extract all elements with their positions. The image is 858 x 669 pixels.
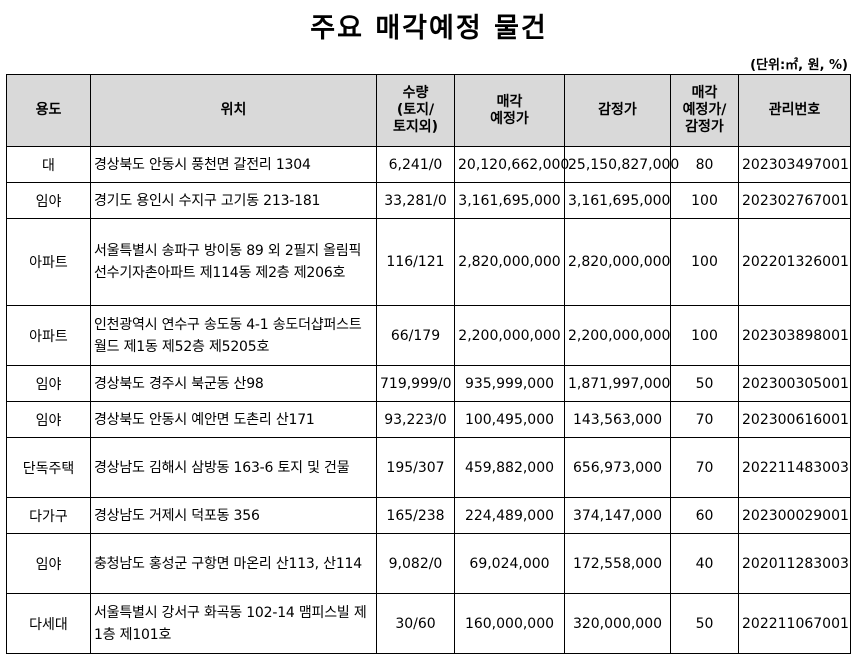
cell-use: 다가구 [6, 497, 91, 534]
cell-use: 아파트 [6, 305, 91, 366]
table-row: 아파트 인천광역시 연수구 송도동 4-1 송도더샵퍼스트월드 제1동 제52층… [6, 305, 851, 366]
header-ratio-line2: 예정가/ [682, 102, 727, 118]
cell-qty: 6,241/0 [376, 146, 455, 183]
table-row: 아파트 서울특별시 송파구 방이동 89 외 2필지 올림픽선수기자촌아파트 제… [6, 218, 851, 306]
cell-location: 경기도 용인시 수지구 고기동 213-181 [90, 182, 377, 219]
header-row: 용도 위치 수량 (토지/ 토지외) 매각 예정가 감정가 매각 예정가/ 감정… [6, 74, 851, 147]
cell-location: 서울특별시 송파구 방이동 89 외 2필지 올림픽선수기자촌아파트 제114동… [90, 218, 377, 306]
header-id: 관리번호 [738, 74, 851, 147]
cell-sale: 20,120,662,000 [454, 146, 569, 183]
cell-id: 202211067001 [738, 593, 851, 654]
cell-sale: 224,489,000 [454, 497, 565, 534]
cell-id: 202300305001 [738, 365, 851, 402]
header-location: 위치 [90, 74, 377, 147]
header-ratio-line1: 매각 [691, 85, 718, 101]
header-ratio-line3: 감정가 [685, 119, 724, 135]
cell-id: 202300029001 [738, 497, 851, 534]
cell-location: 경상북도 안동시 풍천면 갈전리 1304 [90, 146, 377, 183]
cell-id: 202201326001 [738, 218, 851, 306]
table-row: 대 경상북도 안동시 풍천면 갈전리 1304 6,241/0 20,120,6… [6, 146, 851, 183]
cell-use: 단독주택 [6, 437, 91, 498]
header-qty-line2: (토지/ [396, 102, 435, 118]
header-appraisal: 감정가 [564, 74, 671, 147]
cell-id: 202011283003 [738, 533, 851, 594]
cell-ratio: 70 [670, 401, 739, 438]
cell-use: 임야 [6, 182, 91, 219]
cell-ratio: 80 [670, 146, 739, 183]
cell-ratio: 70 [670, 437, 739, 498]
header-sale: 매각 예정가 [454, 74, 565, 147]
cell-sale: 935,999,000 [454, 365, 565, 402]
cell-appraisal: 172,558,000 [564, 533, 671, 594]
cell-ratio: 100 [670, 305, 739, 366]
cell-id: 202303497001 [738, 146, 851, 183]
cell-appraisal: 374,147,000 [564, 497, 671, 534]
table-row: 다세대 서울특별시 강서구 화곡동 102-14 맴피스빌 제1층 제101호 … [6, 593, 851, 654]
table-row: 다가구 경상남도 거제시 덕포동 356 165/238 224,489,000… [6, 497, 851, 534]
cell-ratio: 100 [670, 182, 739, 219]
cell-id: 202303898001 [738, 305, 851, 366]
cell-ratio: 40 [670, 533, 739, 594]
header-qty-line1: 수량 [402, 85, 429, 101]
cell-qty: 165/238 [376, 497, 455, 534]
cell-qty: 116/121 [376, 218, 455, 306]
cell-id: 202211483003 [738, 437, 851, 498]
cell-sale: 69,024,000 [454, 533, 565, 594]
cell-ratio: 60 [670, 497, 739, 534]
unit-note: (단위:㎡, 원, %) [750, 58, 848, 73]
cell-sale: 100,495,000 [454, 401, 565, 438]
property-table: 용도 위치 수량 (토지/ 토지외) 매각 예정가 감정가 매각 예정가/ 감정… [6, 74, 851, 654]
cell-id: 202300616001 [738, 401, 851, 438]
cell-location: 경상남도 거제시 덕포동 356 [90, 497, 377, 534]
cell-use: 임야 [6, 365, 91, 402]
cell-location: 경상북도 경주시 북군동 산98 [90, 365, 377, 402]
cell-use: 임야 [6, 401, 91, 438]
table-row: 임야 충청남도 홍성군 구항면 마온리 산113, 산114 9,082/0 6… [6, 533, 851, 594]
table-row: 임야 경상북도 안동시 예안면 도촌리 산171 93,223/0 100,49… [6, 401, 851, 438]
cell-qty: 93,223/0 [376, 401, 455, 438]
table-row: 임야 경상북도 경주시 북군동 산98 719,999/0 935,999,00… [6, 365, 851, 402]
cell-id: 202302767001 [738, 182, 851, 219]
page-title: 주요 매각예정 물건 [310, 13, 548, 44]
cell-sale: 3,161,695,000 [454, 182, 565, 219]
cell-use: 아파트 [6, 218, 91, 306]
cell-qty: 30/60 [376, 593, 455, 654]
table-row: 단독주택 경상남도 김해시 삼방동 163-6 토지 및 건물 195/307 … [6, 437, 851, 498]
cell-location: 경상남도 김해시 삼방동 163-6 토지 및 건물 [90, 437, 377, 498]
cell-ratio: 50 [670, 365, 739, 402]
cell-qty: 33,281/0 [376, 182, 455, 219]
cell-qty: 66/179 [376, 305, 455, 366]
cell-use: 임야 [6, 533, 91, 594]
cell-location: 서울특별시 강서구 화곡동 102-14 맴피스빌 제1층 제101호 [90, 593, 377, 654]
cell-sale: 2,820,000,000 [454, 218, 565, 306]
cell-appraisal: 656,973,000 [564, 437, 671, 498]
cell-location: 인천광역시 연수구 송도동 4-1 송도더샵퍼스트월드 제1동 제52층 제52… [90, 305, 377, 366]
cell-use: 대 [6, 146, 91, 183]
header-sale-line1: 매각 [496, 93, 523, 110]
header-qty: 수량 (토지/ 토지외) [376, 74, 455, 147]
header-ratio: 매각 예정가/ 감정가 [670, 74, 739, 147]
cell-use: 다세대 [6, 593, 91, 654]
cell-appraisal: 143,563,000 [564, 401, 671, 438]
cell-sale: 2,200,000,000 [454, 305, 565, 366]
cell-ratio: 100 [670, 218, 739, 306]
header-sale-line2: 예정가 [490, 110, 529, 127]
cell-appraisal: 320,000,000 [564, 593, 671, 654]
cell-appraisal: 3,161,695,000 [564, 182, 671, 219]
header-qty-line3: 토지외) [392, 119, 439, 135]
cell-appraisal: 2,200,000,000 [564, 305, 671, 366]
table-row: 임야 경기도 용인시 수지구 고기동 213-181 33,281/0 3,16… [6, 182, 851, 219]
cell-location: 충청남도 홍성군 구항면 마온리 산113, 산114 [90, 533, 377, 594]
cell-qty: 719,999/0 [376, 365, 455, 402]
cell-sale: 160,000,000 [454, 593, 565, 654]
cell-qty: 195/307 [376, 437, 455, 498]
cell-appraisal: 25,150,827,000 [564, 146, 679, 183]
cell-appraisal: 1,871,997,000 [564, 365, 671, 402]
header-use: 용도 [6, 74, 91, 147]
cell-location: 경상북도 안동시 예안면 도촌리 산171 [90, 401, 377, 438]
cell-ratio: 50 [670, 593, 739, 654]
cell-appraisal: 2,820,000,000 [564, 218, 671, 306]
cell-sale: 459,882,000 [454, 437, 565, 498]
cell-qty: 9,082/0 [376, 533, 455, 594]
